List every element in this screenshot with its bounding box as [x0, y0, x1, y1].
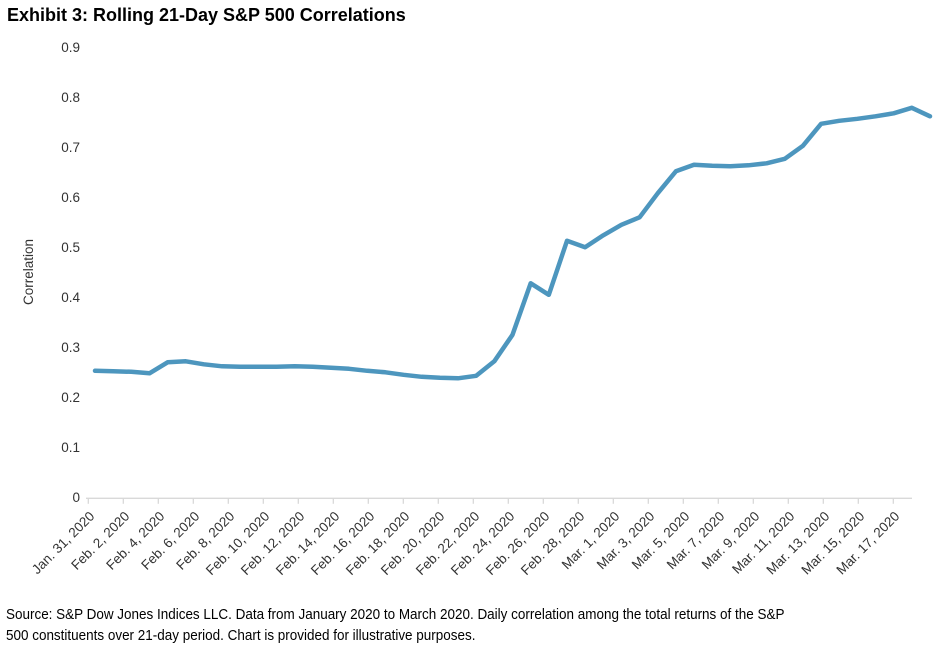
source-note-line2: 500 constituents over 21-day period. Cha…	[6, 627, 476, 644]
y-tick-label: 0	[72, 490, 80, 505]
source-note: Source: S&P Dow Jones Indices LLC. Data …	[6, 604, 941, 646]
y-tick-label: 0.8	[61, 90, 80, 105]
y-tick-label: 0.7	[61, 140, 80, 155]
y-tick-label: 0.5	[61, 240, 80, 255]
y-tick-label: 0.2	[61, 390, 80, 405]
y-tick-label: 0.1	[61, 440, 80, 455]
y-tick-label: 0.4	[61, 290, 80, 305]
correlation-line	[92, 105, 933, 381]
y-tick-label: 0.6	[61, 190, 80, 205]
y-tick-label: 0.3	[61, 340, 80, 355]
source-note-line1: Source: S&P Dow Jones Indices LLC. Data …	[6, 606, 785, 623]
y-axis-title: Correlation	[21, 239, 36, 305]
x-tick-label: Mar. 17, 2020	[833, 509, 902, 578]
chart-title: Exhibit 3: Rolling 21-Day S&P 500 Correl…	[7, 5, 406, 25]
y-tick-label: 0.9	[61, 40, 80, 55]
